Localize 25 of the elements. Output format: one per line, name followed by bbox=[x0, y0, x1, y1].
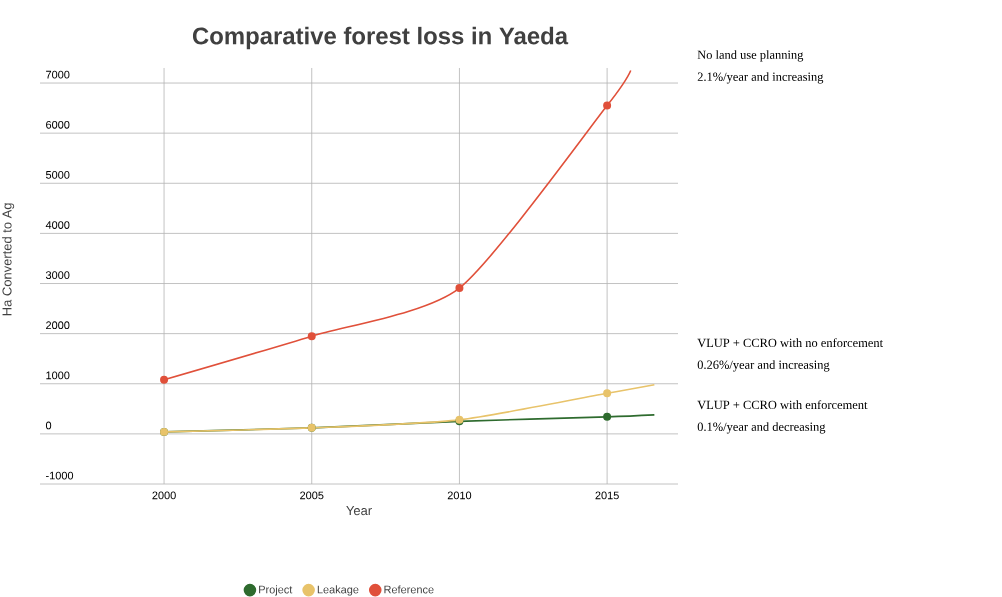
y-tick-label: 3000 bbox=[45, 271, 70, 279]
text: No land use planning bbox=[697, 50, 804, 62]
text: 0.26%/year and increasing bbox=[697, 360, 830, 372]
y-tick-label: 7000 bbox=[46, 70, 70, 79]
y-tick-label: 6000 bbox=[46, 120, 70, 129]
x-tick-label: 2010 bbox=[447, 491, 472, 500]
legend-label: Leakage bbox=[317, 585, 359, 596]
y-tick-label: 0 bbox=[45, 421, 52, 430]
text: 2.1%/year and increasing bbox=[697, 72, 824, 84]
y-tick-label: -1000 bbox=[46, 471, 74, 480]
y-tick-label: 1000 bbox=[46, 371, 70, 380]
text: VLUP + CCRO with no enforcement bbox=[697, 338, 883, 348]
y-tick-label: 2000 bbox=[46, 321, 70, 330]
x-tick-label: 2015 bbox=[595, 491, 619, 500]
chart-title: Comparative forest loss in Yaeda bbox=[192, 26, 569, 50]
y-tick-label: 5000 bbox=[45, 171, 70, 179]
legend-label: Project bbox=[259, 585, 293, 596]
text: 0.1%/year and decreasing bbox=[697, 422, 826, 434]
y-tick-label: 4000 bbox=[45, 221, 70, 229]
y-axis-title: Ha Converted to Ag bbox=[2, 203, 15, 316]
x-tick-label: 2000 bbox=[152, 491, 176, 500]
x-axis-title: Year bbox=[346, 506, 372, 516]
text: VLUP + CCRO with enforcement bbox=[697, 400, 868, 410]
x-tick-label: 2005 bbox=[300, 491, 324, 500]
legend-label: Reference bbox=[384, 585, 434, 594]
